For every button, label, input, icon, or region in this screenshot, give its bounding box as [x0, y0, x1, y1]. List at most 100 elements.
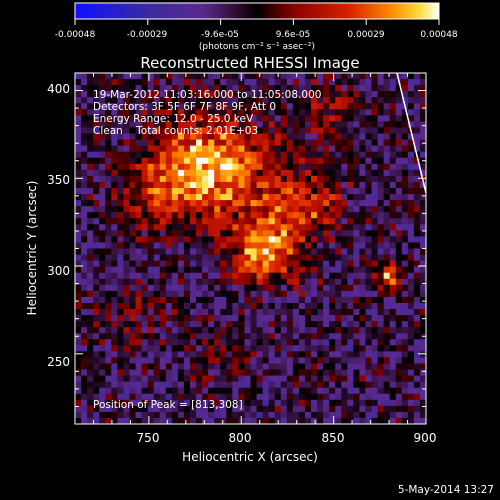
heatmap-cell — [105, 224, 112, 231]
heatmap-cell — [395, 375, 403, 383]
heatmap-cell — [159, 375, 167, 383]
heatmap-cell — [232, 260, 239, 268]
heatmap-cell — [298, 194, 306, 201]
heatmap-cell — [117, 339, 125, 346]
heatmap-cell — [286, 296, 294, 304]
heatmap-cell — [93, 405, 100, 413]
heatmap-cell — [371, 351, 379, 359]
heatmap-cell — [159, 321, 167, 328]
heatmap-cell — [298, 109, 306, 116]
heatmap-cell — [196, 260, 203, 268]
heatmap-cell — [256, 224, 264, 231]
heatmap-cell — [274, 302, 282, 310]
heatmap-cell — [341, 139, 348, 147]
heatmap-cell — [304, 169, 312, 177]
heatmap-cell — [256, 242, 264, 250]
heatmap-cell — [353, 363, 361, 371]
heatmap-cell — [208, 181, 215, 189]
heatmap-cell — [214, 393, 221, 401]
heatmap-cell — [123, 333, 131, 340]
heatmap-cell — [123, 181, 131, 189]
heatmap-cell — [196, 242, 203, 250]
heatmap-cell — [371, 91, 379, 98]
heatmap-cell — [304, 157, 312, 165]
heatmap-cell — [250, 97, 258, 104]
heatmap-cell — [189, 411, 197, 419]
heatmap-cell — [159, 296, 167, 304]
heatmap-cell — [135, 266, 143, 274]
heatmap-cell — [153, 272, 161, 280]
heatmap-cell — [317, 272, 324, 280]
heatmap-cell — [93, 85, 100, 92]
heatmap-cell — [135, 369, 143, 377]
heatmap-cell — [353, 133, 361, 141]
heatmap-cell — [383, 417, 391, 424]
heatmap-cell — [75, 145, 82, 153]
heatmap-cell — [329, 381, 336, 389]
heatmap-cell — [377, 315, 385, 322]
heatmap-cell — [87, 327, 94, 334]
heatmap-cell — [365, 133, 373, 141]
heatmap-cell — [383, 302, 391, 310]
heatmap-cell — [141, 254, 149, 262]
heatmap-cell — [401, 302, 409, 310]
heatmap-cell — [238, 309, 246, 316]
heatmap-cell — [81, 230, 88, 237]
heatmap-cell — [359, 139, 367, 147]
heatmap-cell — [401, 369, 409, 377]
heatmap-cell — [419, 399, 426, 407]
heatmap-cell — [395, 266, 403, 274]
heatmap-cell — [268, 333, 276, 340]
heatmap-cell — [383, 230, 391, 237]
heatmap-cell — [401, 405, 409, 413]
heatmap-cell — [202, 248, 209, 256]
heatmap-cell — [377, 393, 385, 401]
heatmap-cell — [395, 157, 403, 165]
heatmap-cell — [183, 169, 191, 177]
heatmap-cell — [256, 254, 264, 262]
heatmap-cell — [286, 169, 294, 177]
heatmap-cell — [220, 333, 227, 340]
heatmap-cell — [99, 230, 106, 237]
heatmap-cell — [165, 345, 173, 352]
heatmap-cell — [371, 248, 379, 256]
heatmap-cell — [298, 151, 306, 159]
heatmap-cell — [323, 133, 330, 141]
heatmap-cell — [377, 278, 385, 286]
heatmap-cell — [183, 405, 191, 413]
heatmap-cell — [359, 290, 367, 298]
heatmap-cell — [292, 393, 300, 401]
heatmap-cell — [323, 200, 330, 207]
heatmap-cell — [335, 327, 342, 334]
heatmap-cell — [244, 127, 252, 135]
heatmap-cell — [256, 333, 264, 340]
heatmap-cell — [317, 181, 324, 189]
heatmap-cell — [93, 218, 100, 225]
heatmap-cell — [226, 302, 233, 310]
heatmap-cell — [159, 151, 167, 159]
heatmap-cell — [202, 115, 209, 123]
heatmap-cell — [123, 357, 131, 365]
heatmap-cell — [419, 339, 426, 346]
heatmap-cell — [347, 145, 354, 153]
heatmap-cell — [244, 387, 252, 395]
heatmap-cell — [395, 187, 403, 195]
heatmap-cell — [171, 121, 179, 129]
heatmap-cell — [323, 363, 330, 371]
heatmap-cell — [171, 79, 179, 86]
heatmap-cell — [81, 327, 88, 334]
heatmap-cell — [123, 393, 131, 401]
heatmap-cell — [335, 109, 342, 116]
heatmap-cell — [99, 278, 106, 286]
heatmap-cell — [395, 321, 403, 328]
heatmap-cell — [341, 290, 348, 298]
heatmap-cell — [407, 399, 415, 407]
heatmap-cell — [292, 97, 300, 104]
heatmap-cell — [147, 133, 155, 141]
heatmap-cell — [250, 91, 258, 98]
heatmap-cell — [147, 339, 155, 346]
heatmap-cell — [87, 254, 94, 262]
heatmap-cell — [407, 194, 415, 201]
heatmap-cell — [232, 387, 239, 395]
heatmap-cell — [208, 254, 215, 262]
